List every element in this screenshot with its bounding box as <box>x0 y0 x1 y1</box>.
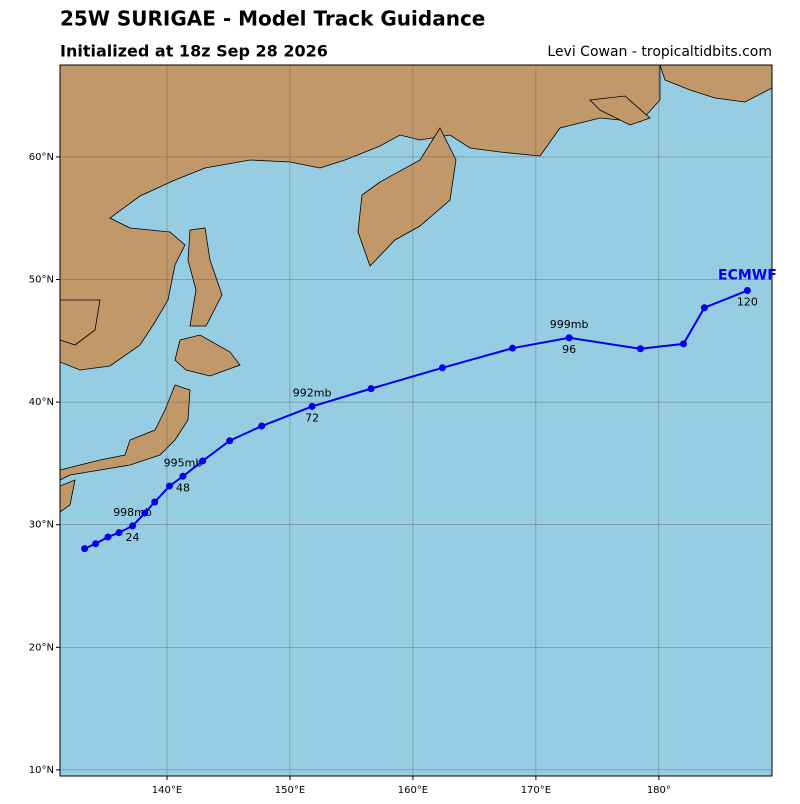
track-point <box>308 402 316 410</box>
y-tick-label: 20°N <box>29 642 54 653</box>
track-point <box>115 529 123 537</box>
pressure-label: 995mb <box>164 456 203 469</box>
x-tick-label: 170°E <box>521 785 551 796</box>
hour-label: 48 <box>176 481 190 494</box>
y-tick-label: 10°N <box>29 765 54 776</box>
land <box>60 65 772 513</box>
track-point <box>104 533 112 541</box>
model-label: ECMWF <box>718 268 777 284</box>
pressure-label: 999mb <box>550 318 589 331</box>
track-point <box>199 457 207 465</box>
hour-label: 72 <box>305 411 319 424</box>
track-point <box>438 364 446 372</box>
x-tick-label: 160°E <box>398 785 428 796</box>
pressure-label: 992mb <box>293 386 332 399</box>
track-point <box>92 540 100 548</box>
track-point <box>81 545 89 553</box>
hour-label: 120 <box>737 296 758 309</box>
y-tick-label: 30°N <box>29 520 54 531</box>
y-tick-label: 40°N <box>29 397 54 408</box>
track-point <box>679 340 687 348</box>
track-point <box>226 437 234 445</box>
track-point <box>565 334 573 342</box>
credit: Levi Cowan - tropicaltidbits.com <box>547 44 772 60</box>
track-point <box>258 422 266 430</box>
y-tick-label: 60°N <box>29 152 54 163</box>
title: 25W SURIGAE - Model Track Guidance <box>60 7 485 31</box>
track-point <box>141 509 149 517</box>
track-point <box>636 345 644 353</box>
pressure-label: 998mb <box>113 506 152 519</box>
y-tick-label: 50°N <box>29 275 54 286</box>
track-point <box>367 385 375 393</box>
track-point <box>743 287 751 295</box>
track-point <box>165 482 173 490</box>
subtitle: Initialized at 18z Sep 28 2026 <box>60 42 328 61</box>
track-point <box>151 498 159 506</box>
track-point <box>179 472 187 480</box>
frame <box>59 64 773 777</box>
x-tick-label: 140°E <box>152 785 182 796</box>
hour-label: 96 <box>562 343 576 356</box>
x-tick-label: 150°E <box>275 785 305 796</box>
x-tick-label: 180° <box>647 785 671 796</box>
track-point <box>700 304 708 312</box>
track-point <box>129 522 137 530</box>
hour-label: 24 <box>126 531 140 544</box>
track-point <box>509 344 517 352</box>
